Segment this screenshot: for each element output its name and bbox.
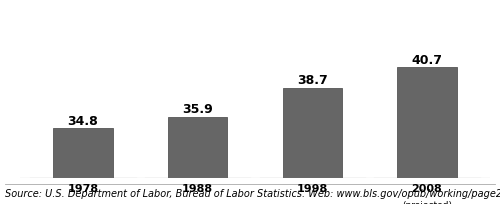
Text: 35.9: 35.9 [182, 103, 213, 116]
Text: 38.7: 38.7 [297, 74, 328, 87]
Text: 1978: 1978 [68, 183, 98, 193]
Bar [397, 68, 457, 178]
Text: 40.7: 40.7 [412, 53, 442, 66]
FancyBboxPatch shape [404, 178, 450, 197]
Bar [168, 118, 228, 178]
Text: Source: U.S. Department of Labor, Bureau of Labor Statistics. Web: www.bls.gov/o: Source: U.S. Department of Labor, Bureau… [5, 188, 500, 198]
Bar [53, 129, 113, 178]
Text: 1988: 1988 [182, 183, 213, 193]
FancyBboxPatch shape [290, 178, 335, 197]
FancyBboxPatch shape [60, 178, 106, 197]
FancyBboxPatch shape [175, 178, 220, 197]
Text: (projected): (projected) [402, 200, 452, 204]
Text: Median Age of the Labor Force: Median Age of the Labor Force [123, 7, 377, 22]
Text: 34.8: 34.8 [68, 114, 98, 127]
Bar [282, 89, 342, 178]
Text: 1998: 1998 [296, 183, 328, 193]
Text: 2008: 2008 [412, 183, 442, 193]
